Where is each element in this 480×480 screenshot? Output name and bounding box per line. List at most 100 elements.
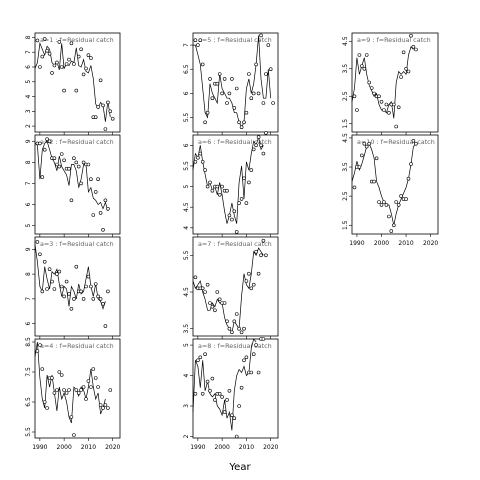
data-point [69,415,74,419]
data-point [86,162,91,167]
data-point [261,101,266,105]
data-point [193,160,198,164]
data-point [52,287,57,291]
data-point [74,264,79,269]
panel-frame [192,338,279,439]
y-tick-label: 6 [183,143,190,147]
panel-frame [192,236,279,337]
series-line [34,140,109,211]
data-point [396,105,401,110]
y-tick-label: 6 [25,65,32,69]
data-point [55,272,59,276]
data-point [387,214,391,219]
data-point [193,38,198,43]
data-point [271,101,275,105]
data-point [256,370,261,375]
x-tick-label: 2020 [263,444,278,451]
data-point [394,124,399,129]
y-tick-label: 7 [25,181,32,185]
data-point [96,177,100,181]
data-point [389,229,394,233]
panel-label: a=10 : f=Residual catch [357,138,435,146]
data-point [399,194,403,198]
data-point [69,198,74,203]
data-point [47,139,52,144]
data-point [72,297,76,301]
data-point [384,102,389,107]
data-point [244,110,249,115]
data-point [40,54,45,59]
data-point [103,127,108,131]
y-tick-label: 9 [25,139,32,143]
data-point [106,206,110,211]
x-tick-label: 1990 [190,444,205,451]
data-point [35,349,40,353]
data-point [411,139,416,143]
data-point [217,193,222,197]
data-point [72,62,76,66]
data-point [359,64,364,68]
data-point [98,403,103,407]
data-point [251,282,256,287]
data-point [217,391,222,396]
data-point [205,282,210,287]
y-tick-label: 7 [183,43,190,47]
data-point [89,284,93,289]
data-point [74,88,79,93]
series-line [34,244,106,310]
data-point [108,109,113,114]
data-point [225,319,229,324]
y-tick-label: 1.5 [342,119,349,129]
data-point [42,259,47,264]
data-point [59,284,64,289]
data-point [374,156,379,161]
data-point [196,155,200,160]
data-point [261,238,266,243]
data-point [210,188,215,193]
data-point [232,209,237,214]
data-point [55,162,59,167]
data-point [217,72,222,76]
data-point [91,367,96,371]
data-point [230,217,234,222]
data-point [52,63,57,68]
data-point [414,47,418,52]
data-point [96,105,100,109]
data-point [364,53,369,57]
data-point [45,137,49,141]
data-point [81,72,86,77]
series-line [34,41,111,122]
panel-frame [192,134,279,235]
data-point [200,286,205,291]
data-point [237,120,241,125]
y-tick-label: 5.5 [25,427,32,437]
y-tick-label: 5 [25,223,32,227]
series-line [192,338,257,431]
data-point [93,115,98,119]
data-point [239,197,244,201]
data-point [203,290,207,294]
data-point [406,176,411,181]
data-point [264,131,268,135]
data-point [237,326,241,331]
data-point [239,125,244,129]
data-point [38,65,42,69]
data-point [256,91,261,96]
data-point [45,287,49,291]
data-point [357,165,362,169]
x-tick-label: 2000 [374,240,389,247]
y-tick-label: 8 [25,160,32,164]
data-point [377,94,381,99]
data-point [244,279,249,283]
panel-label: a=7 : f=Residual catch [198,240,272,248]
data-point [411,44,416,49]
data-point [239,330,244,335]
data-point [64,391,69,395]
data-point [264,72,268,76]
data-point [57,370,62,374]
data-point [227,326,232,331]
data-point [67,57,71,62]
panel-label: a=9 : f=Residual catch [357,36,431,44]
data-point [106,406,110,410]
